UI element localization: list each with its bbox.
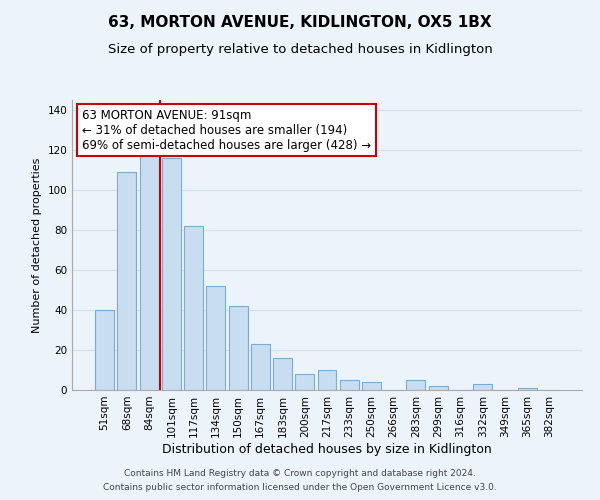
Bar (206, 286, 225, 390)
Bar (118, 172, 136, 390)
Bar (140, 154, 158, 390)
Bar (251, 344, 270, 390)
Bar (429, 386, 448, 390)
Bar (295, 374, 314, 390)
Text: Contains public sector information licensed under the Open Government Licence v3: Contains public sector information licen… (103, 484, 497, 492)
Bar (473, 384, 492, 390)
Bar (95, 310, 114, 390)
Text: 63 MORTON AVENUE: 91sqm
← 31% of detached houses are smaller (194)
69% of semi-d: 63 MORTON AVENUE: 91sqm ← 31% of detache… (82, 108, 371, 152)
Y-axis label: Number of detached properties: Number of detached properties (32, 158, 42, 332)
Text: Size of property relative to detached houses in Kidlington: Size of property relative to detached ho… (107, 42, 493, 56)
Bar (229, 306, 248, 390)
Bar (406, 380, 425, 390)
Bar (273, 358, 292, 390)
Bar (162, 158, 181, 390)
Bar (518, 388, 536, 390)
Bar (362, 382, 381, 390)
Bar (184, 226, 203, 390)
Bar (340, 380, 359, 390)
Text: Contains HM Land Registry data © Crown copyright and database right 2024.: Contains HM Land Registry data © Crown c… (124, 468, 476, 477)
X-axis label: Distribution of detached houses by size in Kidlington: Distribution of detached houses by size … (162, 442, 492, 456)
Text: 63, MORTON AVENUE, KIDLINGTON, OX5 1BX: 63, MORTON AVENUE, KIDLINGTON, OX5 1BX (108, 15, 492, 30)
Bar (317, 370, 337, 390)
